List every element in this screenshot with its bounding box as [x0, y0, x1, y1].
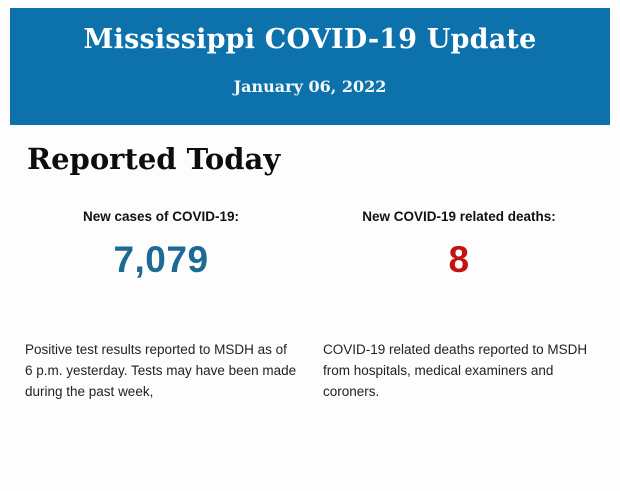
new-deaths-value: 8 [448, 239, 470, 280]
page-title: Mississippi COVID-19 Update [83, 24, 537, 55]
newsletter-header: Mississippi COVID-19 Update January 06, … [10, 8, 610, 125]
report-body: Reported Today New cases of COVID-19: 7,… [0, 142, 620, 402]
new-cases-description: Positive test results reported to MSDH a… [25, 342, 297, 399]
stat-new-deaths: New COVID-19 related deaths: 8 COVID-19 … [323, 209, 595, 402]
stat-new-cases: New cases of COVID-19: 7,079 Positive te… [25, 209, 297, 402]
new-cases-value: 7,079 [113, 239, 209, 280]
new-cases-label: New cases of COVID-19: [82, 209, 240, 224]
report-date: January 06, 2022 [233, 77, 387, 96]
stats-grid: New cases of COVID-19: 7,079 Positive te… [25, 209, 595, 402]
new-deaths-label: New COVID-19 related deaths: [362, 209, 556, 224]
new-deaths-description: COVID-19 related deaths reported to MSDH… [323, 342, 588, 399]
section-title-reported-today: Reported Today [27, 142, 281, 176]
